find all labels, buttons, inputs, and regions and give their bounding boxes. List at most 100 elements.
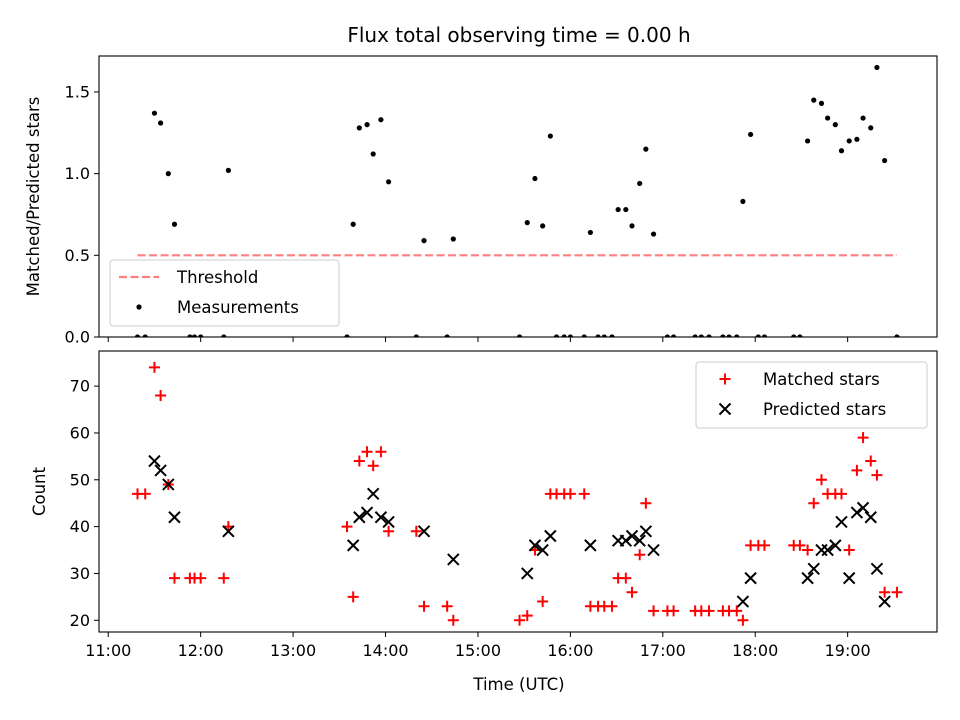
legend-label: Matched stars <box>763 370 880 389</box>
matched-stars-point <box>148 361 160 373</box>
predicted-stars-point <box>584 539 597 552</box>
measurement-point <box>158 120 164 126</box>
x-tick-label: 18:00 <box>732 641 778 660</box>
measurement-point <box>868 125 874 131</box>
y-tick-label: 0.0 <box>65 328 90 347</box>
x-tick-label: 15:00 <box>455 641 501 660</box>
matched-stars-point <box>634 549 646 561</box>
matched-stars-point <box>367 460 379 472</box>
legend: Matched stars Predicted stars <box>695 361 928 429</box>
predicted-stars-point <box>842 571 856 585</box>
measurement-point <box>670 334 677 337</box>
measurement-point <box>874 64 880 71</box>
y-axis-label: Matched/Predicted stars <box>24 97 43 297</box>
x-tick-label: 12:00 <box>178 641 224 660</box>
matched-stars-point <box>620 572 632 584</box>
measurement-point <box>151 110 158 116</box>
measurement-point <box>450 236 456 242</box>
measurement-point <box>720 334 726 337</box>
measurement-point <box>540 223 546 229</box>
predicted-stars-point <box>544 529 557 543</box>
measurement-point <box>664 334 671 337</box>
predicted-stars-point <box>374 511 388 524</box>
legend-label: Measurements <box>177 298 299 317</box>
matched-stars-point <box>447 614 459 626</box>
measurement-point <box>561 334 567 337</box>
measurement-point <box>601 334 607 337</box>
predicted-stars-point <box>870 562 884 575</box>
y-tick-label: 1.5 <box>65 82 90 101</box>
predicted-stars-point <box>835 515 848 529</box>
matched-stars-point <box>564 488 576 500</box>
y-tick-label: 20 <box>70 611 90 630</box>
measurement-point <box>755 334 761 337</box>
measurement-point <box>421 238 427 244</box>
measurement-point <box>615 206 621 213</box>
predicted-stars-point <box>801 571 814 585</box>
matched-stars-point <box>815 474 827 486</box>
predicted-stars-point <box>528 539 542 552</box>
measurement-point <box>623 206 629 213</box>
measurement-point <box>629 223 635 229</box>
predicted-stars-point <box>850 506 864 519</box>
y-tick-label: 70 <box>70 377 90 396</box>
measurement-point <box>894 334 900 337</box>
y-tick-label: 0.5 <box>65 246 90 265</box>
measurement-point <box>734 334 740 337</box>
x-tick-label: 19:00 <box>825 641 871 660</box>
measurement-point <box>547 133 553 139</box>
matched-stars-point <box>361 446 373 458</box>
predicted-stars-point <box>647 543 660 557</box>
matched-stars-point <box>668 605 680 617</box>
measurement-point <box>350 221 356 227</box>
predicted-stars-point <box>360 506 374 519</box>
measurement-point <box>854 136 860 142</box>
measurement-point <box>142 334 148 337</box>
x-tick-label: 14:00 <box>362 641 408 660</box>
measurement-point <box>344 334 350 337</box>
matched-stars-point <box>857 432 869 444</box>
matched-stars-point <box>703 605 715 617</box>
matched-stars-point <box>383 525 395 537</box>
plot-marks-1 <box>132 361 903 626</box>
matched-stars-point <box>418 600 430 612</box>
predicted-stars-point <box>346 539 360 552</box>
matched-stars-point <box>794 539 806 551</box>
measurement-point <box>838 148 845 154</box>
predicted-stars-point <box>829 539 842 552</box>
predicted-stars-point <box>417 525 431 538</box>
measurement-point <box>882 157 888 164</box>
measurement-point <box>516 334 523 337</box>
measurement-point <box>444 334 450 337</box>
predicted-stars-point <box>864 511 877 524</box>
measurement-point <box>225 167 231 173</box>
matched-stars-point <box>410 525 422 537</box>
predicted-stars-point <box>639 525 653 538</box>
measurement-point <box>650 231 657 237</box>
legend-label: Predicted stars <box>763 400 886 419</box>
matched-stars-point <box>843 544 855 556</box>
bottom-panel: 11:00 12:00 13:00 14:00 15:00 16:00 17:00 18:00… <box>30 350 938 660</box>
matched-stars-point <box>626 586 638 598</box>
matched-stars-point <box>891 586 903 598</box>
matched-stars-point <box>441 600 453 612</box>
predicted-stars-point <box>536 543 549 557</box>
top-panel: 0.0 0.5 1.0 1.5 Matched/Predicted stars Thres… <box>24 55 938 347</box>
matched-stars-point <box>808 497 820 509</box>
x-tick-label: 11:00 <box>85 641 131 660</box>
matched-stars-point <box>341 521 353 533</box>
plot-frame <box>98 350 938 633</box>
matched-stars-point <box>218 572 230 584</box>
matched-stars-point <box>802 544 814 556</box>
measurement-point <box>370 151 376 157</box>
predicted-stars-point <box>162 478 175 491</box>
predicted-stars-point <box>878 595 891 608</box>
predicted-stars-point <box>353 511 366 524</box>
legend-predicted-swatch <box>718 402 732 416</box>
predicted-stars-point <box>619 534 633 547</box>
series-measurements <box>134 64 900 337</box>
predicted-stars-point <box>821 543 834 557</box>
measurement-point <box>587 229 594 236</box>
